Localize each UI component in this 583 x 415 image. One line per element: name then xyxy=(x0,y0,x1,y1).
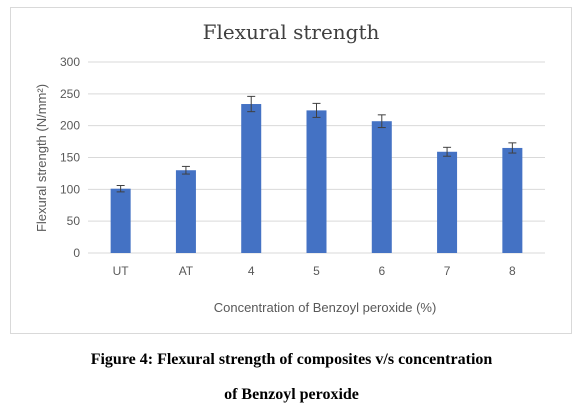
y-tick-label-100: 100 xyxy=(60,182,80,196)
y-axis-title: Flexural strength (N/mm²) xyxy=(34,84,49,232)
error-bar-5 xyxy=(312,102,321,118)
x-tick-label-7: 7 xyxy=(444,264,451,278)
chart-title: Flexural strength xyxy=(203,20,380,44)
error-bar-AT xyxy=(181,165,190,175)
x-tick-label-8: 8 xyxy=(509,264,516,278)
error-bar-7 xyxy=(443,146,452,157)
bar-8 xyxy=(502,147,523,253)
y-tick-label-150: 150 xyxy=(60,151,80,165)
y-tick-labels: 0 50 100 150 200 250 300 xyxy=(60,55,80,260)
bar-chart: Flexural strength 0 50 100 150 200 250 300 UT A… xyxy=(34,20,545,315)
bar-6 xyxy=(371,121,392,254)
error-bar-UT xyxy=(116,185,125,193)
bar-UT xyxy=(110,188,131,253)
figure-caption-line-2: of Benzoyl peroxide xyxy=(224,386,359,403)
y-tick-label-250: 250 xyxy=(60,87,80,101)
x-axis-title: Concentration of Benzoyl peroxide (%) xyxy=(214,300,437,315)
bar-4 xyxy=(241,104,262,254)
figure-caption-line-1: Figure 4: Flexural strength of composite… xyxy=(90,351,493,368)
x-tick-label-6: 6 xyxy=(378,264,385,278)
bar-AT xyxy=(175,170,196,253)
bar-5 xyxy=(306,110,327,254)
x-tick-labels: UT AT 4 5 6 7 8 xyxy=(113,264,516,278)
bar-7 xyxy=(437,151,458,253)
x-tick-label-5: 5 xyxy=(313,264,320,278)
error-bar-4 xyxy=(247,95,256,113)
error-bars xyxy=(116,95,517,193)
error-bar-6 xyxy=(377,114,386,129)
y-tick-label-200: 200 xyxy=(60,119,80,133)
x-tick-label-4: 4 xyxy=(248,264,255,278)
y-tick-label-300: 300 xyxy=(60,55,80,69)
bars xyxy=(110,104,523,254)
y-tick-label-50: 50 xyxy=(67,214,81,228)
x-tick-label-AT: AT xyxy=(179,264,194,278)
x-tick-label-UT: UT xyxy=(113,264,130,278)
y-tick-label-0: 0 xyxy=(73,246,80,260)
error-bar-8 xyxy=(508,142,517,154)
